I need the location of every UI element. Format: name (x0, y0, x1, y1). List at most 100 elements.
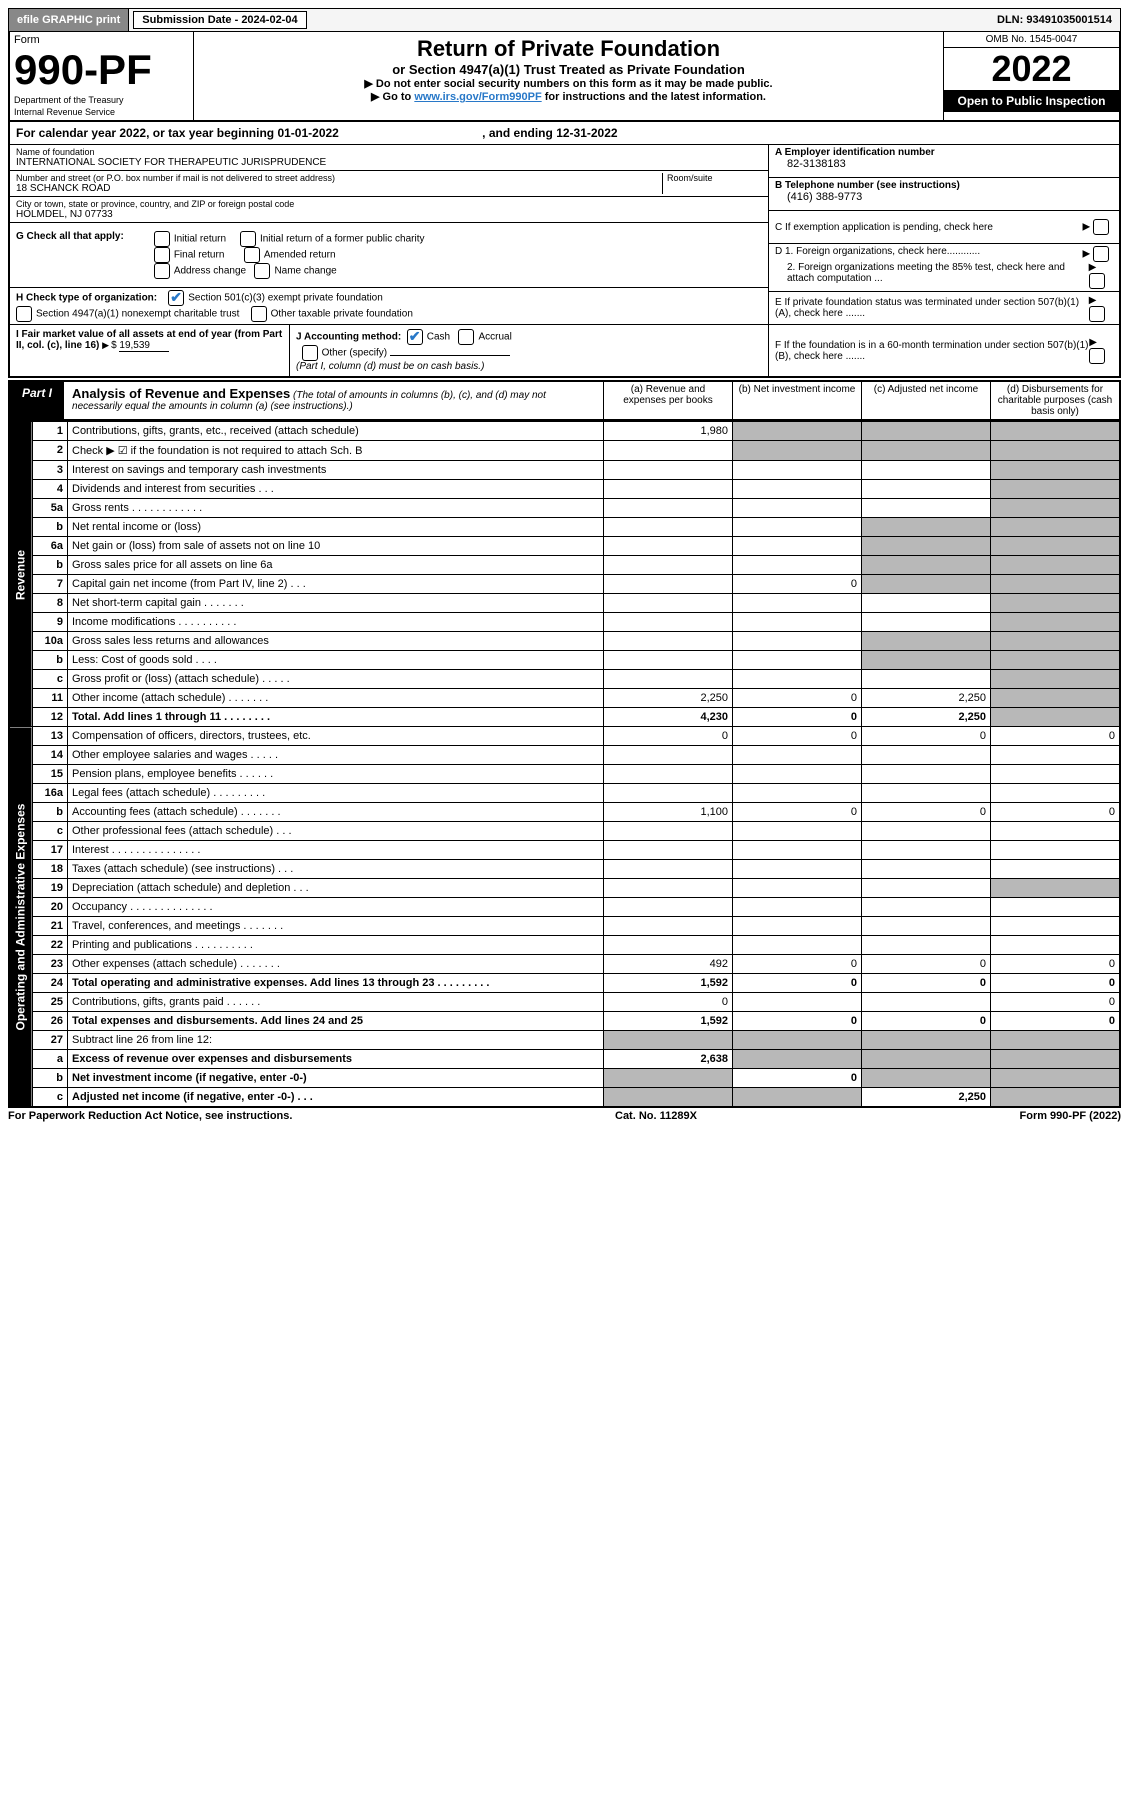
table-cell: 1,980 (604, 422, 733, 441)
c-label: C If exemption application is pending, c… (775, 222, 993, 233)
form-header: Form 990-PF Department of the Treasury I… (8, 32, 1121, 122)
table-cell (604, 537, 733, 556)
line-number: b (33, 803, 68, 822)
table-cell (604, 613, 733, 632)
table-cell: 0 (862, 1012, 991, 1031)
line-desc: Adjusted net income (if negative, enter … (68, 1088, 604, 1108)
g-check-row: G Check all that apply: Initial return I… (10, 223, 769, 288)
501c3-checkbox[interactable] (168, 290, 184, 306)
table-cell (733, 613, 862, 632)
line-number: c (33, 1088, 68, 1108)
table-cell (733, 422, 862, 441)
status-terminated-checkbox[interactable] (1089, 306, 1105, 322)
table-cell (991, 594, 1121, 613)
60month-checkbox[interactable] (1089, 348, 1105, 364)
table-cell (604, 841, 733, 860)
form990pf-link[interactable]: www.irs.gov/Form990PF (414, 91, 541, 103)
cash-checkbox[interactable] (407, 329, 423, 345)
efile-print-button[interactable]: efile GRAPHIC print (9, 9, 129, 31)
table-row: 23Other expenses (attach schedule) . . .… (9, 955, 1120, 974)
line-number: 6a (33, 537, 68, 556)
table-cell (991, 556, 1121, 575)
line-number: 4 (33, 480, 68, 499)
form-subtitle: or Section 4947(a)(1) Trust Treated as P… (198, 62, 939, 77)
table-cell (604, 1088, 733, 1108)
4947-checkbox[interactable] (16, 306, 32, 322)
line-desc: Other expenses (attach schedule) . . . .… (68, 955, 604, 974)
table-row: 8Net short-term capital gain . . . . . .… (9, 594, 1120, 613)
phone-value: (416) 388-9773 (775, 191, 1113, 203)
table-row: 17Interest . . . . . . . . . . . . . . . (9, 841, 1120, 860)
line-desc: Gross sales less returns and allowances (68, 632, 604, 651)
name-change-checkbox[interactable] (254, 263, 270, 279)
table-cell (862, 461, 991, 480)
table-cell (862, 1050, 991, 1069)
calendar-year-row: For calendar year 2022, or tax year begi… (8, 122, 1121, 145)
other-taxable-checkbox[interactable] (251, 306, 267, 322)
line-desc: Other professional fees (attach schedule… (68, 822, 604, 841)
table-cell (733, 670, 862, 689)
line-desc: Capital gain net income (from Part IV, l… (68, 575, 604, 594)
accrual-checkbox[interactable] (458, 329, 474, 345)
line-desc: Net short-term capital gain . . . . . . … (68, 594, 604, 613)
line-desc: Legal fees (attach schedule) . . . . . .… (68, 784, 604, 803)
table-cell (733, 784, 862, 803)
foreign-85pct-checkbox[interactable] (1089, 273, 1105, 289)
table-cell (862, 1069, 991, 1088)
col-d-header: (d) Disbursements for charitable purpose… (990, 382, 1119, 419)
initial-former-checkbox[interactable] (240, 231, 256, 247)
table-row: 10aGross sales less returns and allowanc… (9, 632, 1120, 651)
table-row: bGross sales price for all assets on lin… (9, 556, 1120, 575)
table-cell (733, 746, 862, 765)
table-cell (991, 518, 1121, 537)
table-cell (733, 917, 862, 936)
foundation-name: INTERNATIONAL SOCIETY FOR THERAPEUTIC JU… (16, 157, 762, 168)
line-number: c (33, 822, 68, 841)
exemption-pending-checkbox[interactable] (1093, 219, 1109, 235)
table-cell (991, 841, 1121, 860)
line-number: 18 (33, 860, 68, 879)
table-row: 3Interest on savings and temporary cash … (9, 461, 1120, 480)
table-cell (862, 917, 991, 936)
line-desc: Excess of revenue over expenses and disb… (68, 1050, 604, 1069)
table-cell (733, 841, 862, 860)
line-number: 25 (33, 993, 68, 1012)
table-row: 11Other income (attach schedule) . . . .… (9, 689, 1120, 708)
table-cell (991, 1069, 1121, 1088)
table-cell (991, 860, 1121, 879)
address-change-checkbox[interactable] (154, 263, 170, 279)
line-number: 22 (33, 936, 68, 955)
table-cell (604, 917, 733, 936)
initial-return-checkbox[interactable] (154, 231, 170, 247)
table-cell (604, 632, 733, 651)
other-method-checkbox[interactable] (302, 345, 318, 361)
line-number: 23 (33, 955, 68, 974)
table-cell: 0 (733, 803, 862, 822)
line-desc: Dividends and interest from securities .… (68, 480, 604, 499)
table-cell: 0 (604, 727, 733, 746)
footer-right: Form 990-PF (2022) (1020, 1110, 1121, 1122)
table-row: bNet rental income or (loss) (9, 518, 1120, 537)
table-cell: 1,100 (604, 803, 733, 822)
amended-return-checkbox[interactable] (244, 247, 260, 263)
table-cell: 0 (991, 955, 1121, 974)
table-cell (991, 1088, 1121, 1108)
foreign-org-checkbox[interactable] (1093, 246, 1109, 262)
table-cell (991, 537, 1121, 556)
table-row: 5aGross rents . . . . . . . . . . . . (9, 499, 1120, 518)
line-desc: Other employee salaries and wages . . . … (68, 746, 604, 765)
table-row: cOther professional fees (attach schedul… (9, 822, 1120, 841)
street-address: 18 SCHANCK ROAD (16, 183, 662, 194)
table-row: bLess: Cost of goods sold . . . . (9, 651, 1120, 670)
line-number: 15 (33, 765, 68, 784)
table-cell (733, 556, 862, 575)
table-cell (733, 936, 862, 955)
table-cell (862, 1031, 991, 1050)
open-public-badge: Open to Public Inspection (944, 90, 1119, 112)
line-desc: Gross rents . . . . . . . . . . . . (68, 499, 604, 518)
table-cell: 2,250 (604, 689, 733, 708)
table-cell (733, 499, 862, 518)
table-row: 21Travel, conferences, and meetings . . … (9, 917, 1120, 936)
final-return-checkbox[interactable] (154, 247, 170, 263)
table-cell (604, 575, 733, 594)
